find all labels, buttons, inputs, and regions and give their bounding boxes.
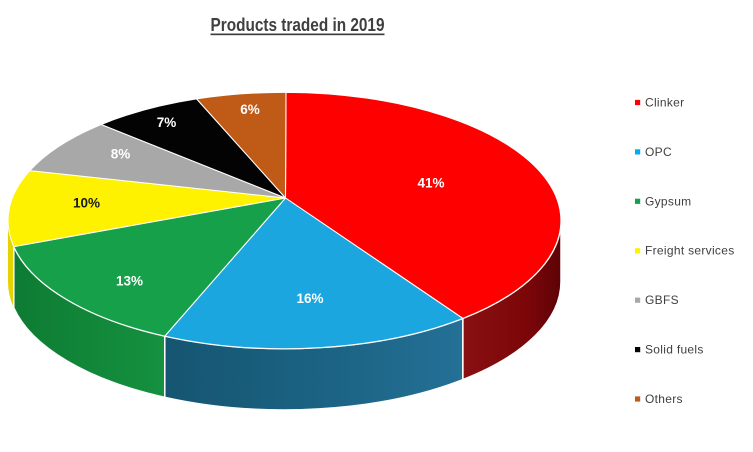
svg-text:Gypsum: Gypsum [645,194,691,208]
svg-text:16%: 16% [296,291,323,306]
svg-text:Solid fuels: Solid fuels [645,343,704,357]
svg-text:Clinker: Clinker [645,96,684,110]
svg-text:7%: 7% [157,115,177,130]
svg-text:OPC: OPC [645,145,672,159]
svg-text:41%: 41% [417,176,444,191]
svg-text:10%: 10% [73,196,100,211]
svg-text:6%: 6% [240,102,260,117]
svg-text:Others: Others [645,392,683,406]
svg-text:8%: 8% [111,147,131,162]
svg-text:GBFS: GBFS [645,293,679,307]
svg-text:Freight services: Freight services [645,244,735,258]
svg-text:Products traded in 2019: Products traded in 2019 [211,14,385,35]
svg-text:13%: 13% [116,274,143,289]
